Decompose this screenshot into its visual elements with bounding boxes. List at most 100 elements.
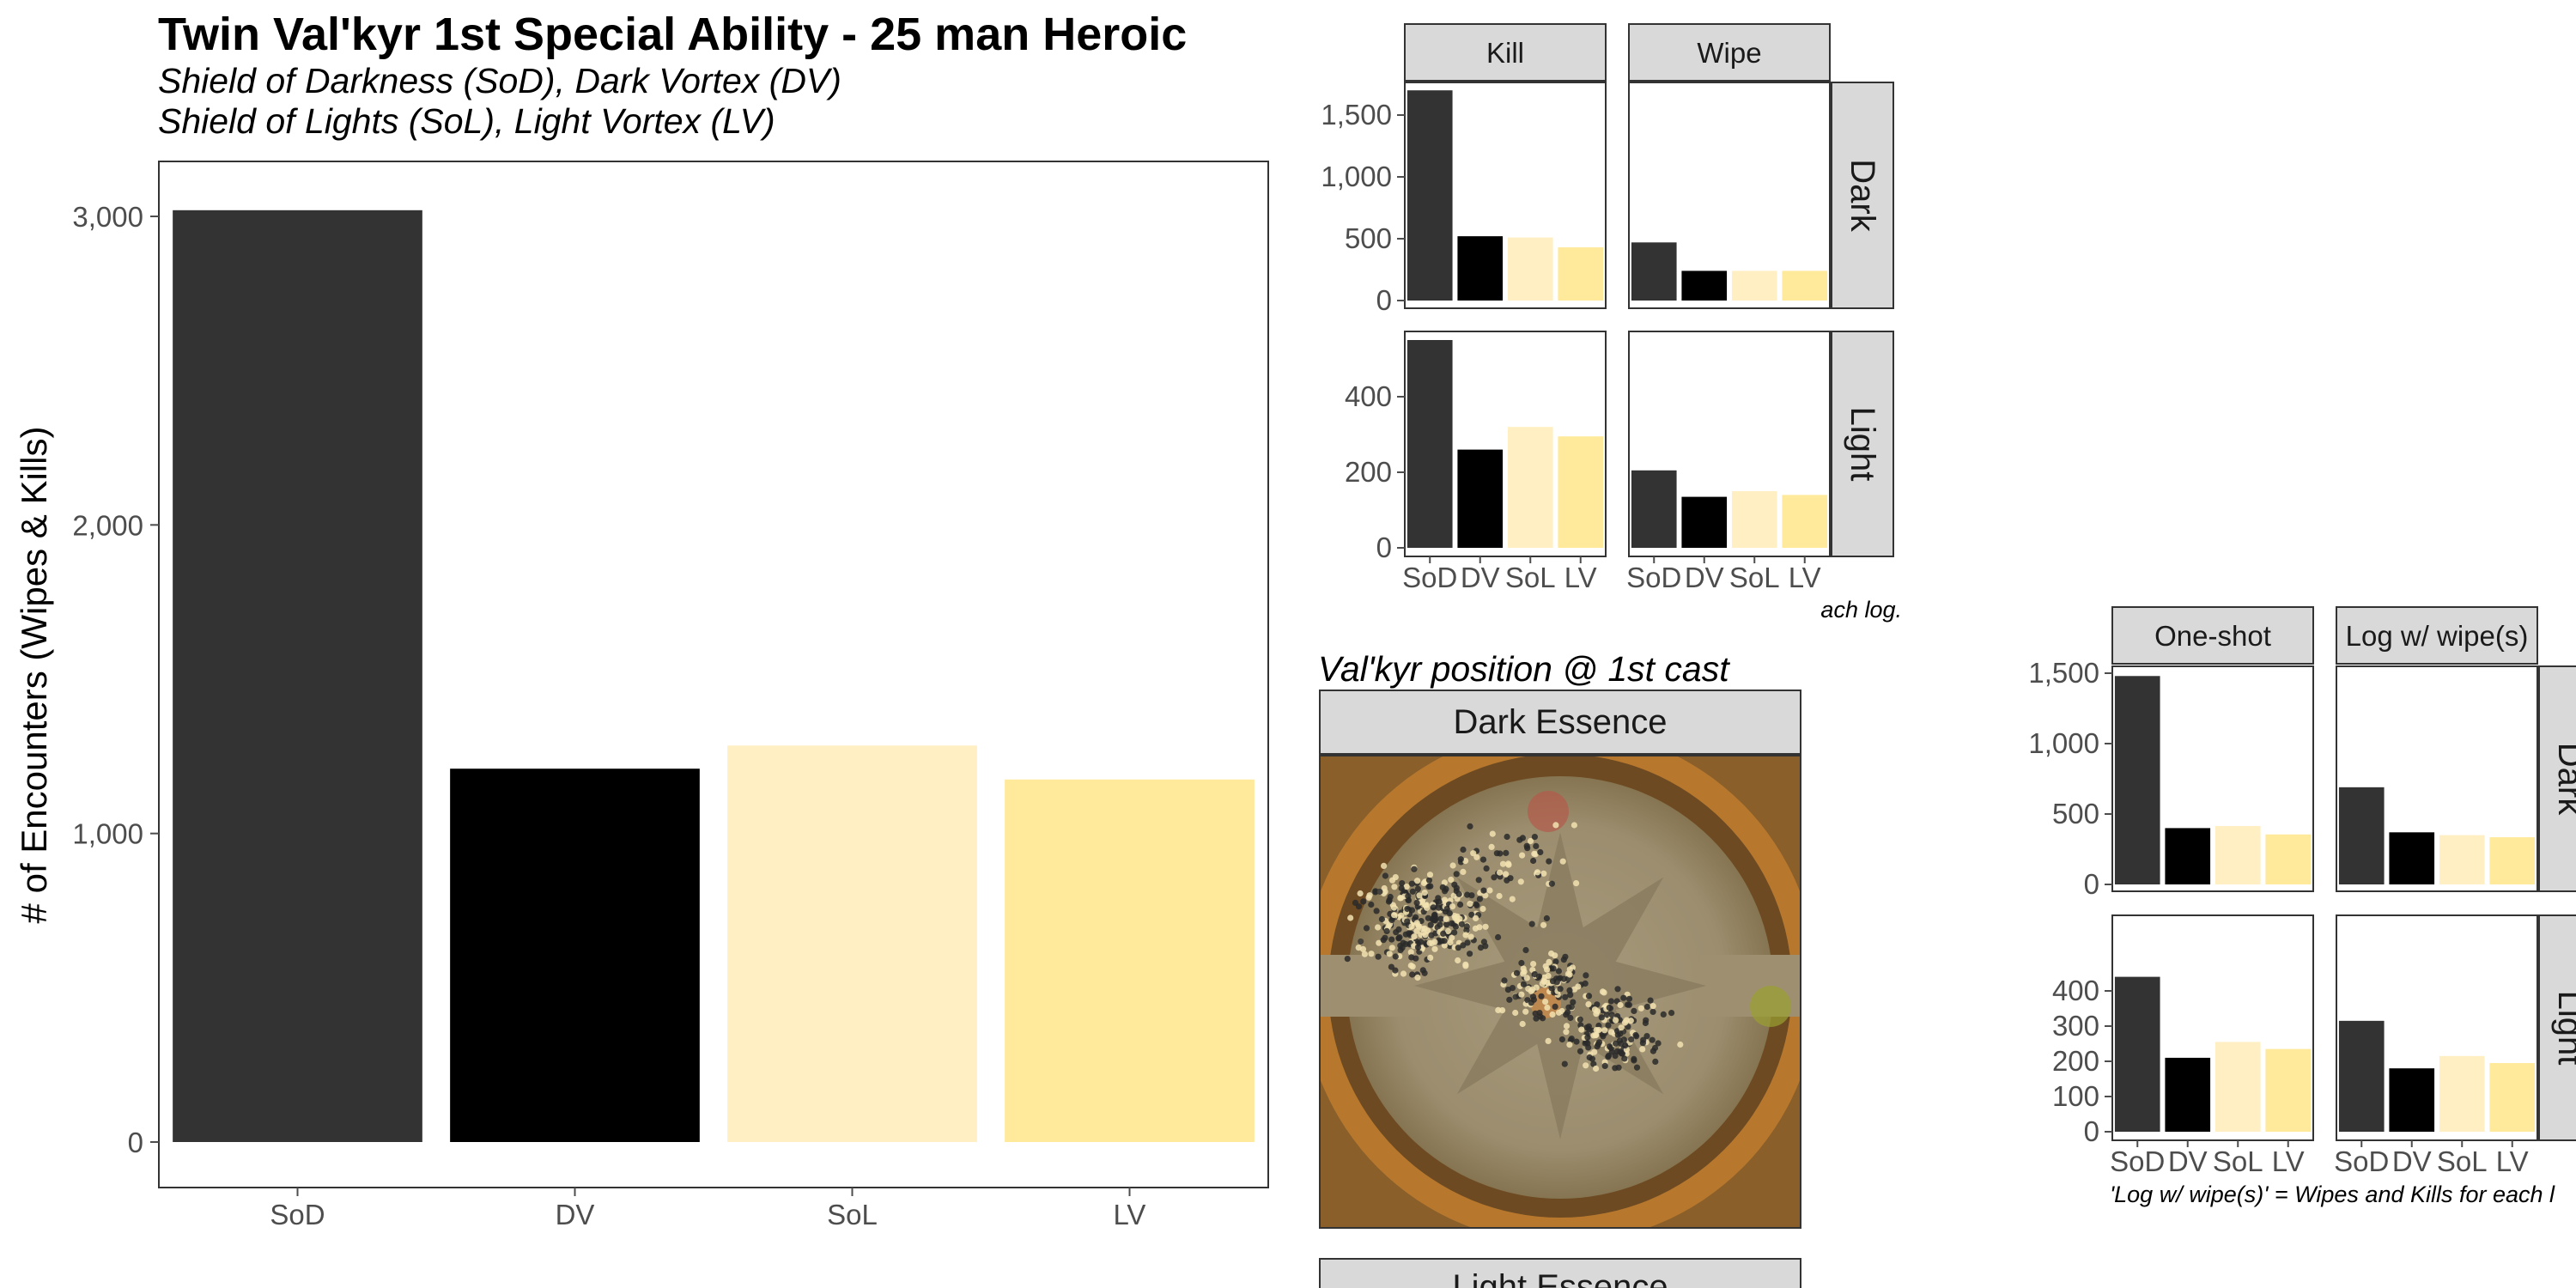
position-dot	[1607, 1043, 1613, 1050]
position-dot	[1531, 834, 1538, 841]
facet-x-tick-label: SoL	[2213, 1145, 2263, 1177]
position-dot	[1414, 878, 1421, 884]
position-dot	[1552, 822, 1559, 829]
position-dot	[1499, 860, 1507, 867]
position-dot	[1447, 939, 1454, 946]
position-dot	[1548, 880, 1555, 887]
facet-bar-SoL	[1731, 491, 1777, 548]
position-dot	[1363, 925, 1370, 932]
facet-bar-SoL	[2439, 1055, 2485, 1132]
position-dot	[1677, 1041, 1684, 1048]
position-dot	[1398, 884, 1405, 892]
position-dot	[1407, 962, 1414, 969]
position-dot	[1520, 970, 1527, 977]
position-dot	[1544, 1004, 1551, 1012]
facet-chart-oneshot-log: One-shot Log w/ wipe(s) Dark Light 0 500 1,000…	[2028, 606, 2576, 1177]
position-dot	[1483, 865, 1490, 872]
arena-map-image	[1320, 756, 1801, 1228]
x-tick-label: LV	[1114, 1199, 1146, 1230]
position-dot	[1441, 896, 1449, 903]
position-dot	[1475, 877, 1482, 884]
position-dot	[1503, 871, 1510, 878]
position-dot	[1426, 872, 1434, 878]
bar-LV	[1005, 779, 1255, 1142]
position-dot	[1642, 1019, 1649, 1027]
position-dot	[1503, 849, 1510, 857]
position-dot	[1517, 878, 1524, 885]
facet-x-tick-label: SoD	[2110, 1145, 2165, 1177]
position-dot	[1404, 918, 1411, 925]
position-dot	[1413, 920, 1420, 927]
position-dot	[1409, 971, 1416, 978]
position-dot	[1573, 880, 1580, 887]
position-dot	[1593, 1065, 1600, 1072]
position-dot	[1524, 845, 1531, 852]
x-tick-label: SoL	[827, 1199, 878, 1230]
position-dot	[1559, 858, 1566, 865]
facet-y-tick-label: 500	[2052, 798, 2099, 829]
facet-col-label: One-shot	[2154, 620, 2271, 652]
position-dot	[1617, 1001, 1624, 1009]
position-dot	[1414, 885, 1421, 892]
position-dot	[1344, 956, 1351, 963]
facet-y-tick-label: 1,500	[2028, 657, 2099, 689]
position-dot	[1427, 921, 1434, 928]
position-dot	[1537, 1013, 1544, 1020]
position-dot	[1470, 850, 1477, 857]
position-dot	[1414, 944, 1422, 951]
green-platform-marker	[1750, 986, 1791, 1027]
position-dot	[1583, 972, 1589, 979]
facet-bar-DV	[1457, 236, 1504, 301]
position-dot	[1504, 877, 1510, 884]
position-dot	[1422, 902, 1429, 908]
position-dot	[1552, 958, 1559, 965]
position-dot	[1491, 874, 1498, 881]
facet-bar-DV	[1681, 270, 1728, 301]
position-dot	[1373, 908, 1380, 914]
position-dot	[1563, 1029, 1570, 1036]
y-tick-label: 1,000	[72, 818, 143, 850]
facet-x-tick-label: DV	[1685, 562, 1724, 593]
position-dot	[1528, 920, 1535, 927]
position-dot	[1549, 1011, 1556, 1018]
facet-row-strip	[2538, 914, 2576, 1141]
position-dot	[1467, 951, 1473, 957]
position-dot	[1570, 999, 1577, 1005]
facet-x-tick-label: LV	[2496, 1145, 2529, 1177]
position-dot	[1431, 945, 1438, 952]
position-dot	[1583, 1024, 1590, 1031]
red-platform-marker	[1528, 791, 1569, 832]
position-dot	[1408, 954, 1415, 961]
position-dot	[1562, 993, 1569, 1000]
position-dot	[1643, 1003, 1650, 1011]
position-dot	[1464, 891, 1471, 898]
position-dot	[1457, 901, 1464, 908]
facet-x-tick-label: LV	[2272, 1145, 2305, 1177]
position-dot	[1436, 898, 1443, 905]
position-dot	[1463, 923, 1470, 930]
position-dot	[1557, 975, 1564, 981]
position-dot	[1615, 1064, 1622, 1071]
position-dot	[1590, 1060, 1597, 1067]
position-dot	[1571, 822, 1577, 829]
position-dot	[1467, 823, 1473, 830]
position-dot	[1566, 1042, 1573, 1048]
position-dot	[1404, 905, 1411, 913]
position-dot	[1620, 994, 1627, 1001]
facet-bar-LV	[2489, 837, 2536, 884]
bar-DV	[450, 769, 700, 1142]
position-dot	[1590, 1032, 1597, 1039]
position-dot	[1530, 857, 1537, 865]
position-dot	[1355, 903, 1363, 910]
position-dot	[1598, 1014, 1605, 1021]
position-dot	[1392, 953, 1399, 960]
position-dot	[1613, 1040, 1619, 1047]
facet-row-label: Light	[2551, 991, 2576, 1066]
y-tick-label: 0	[128, 1127, 143, 1158]
position-dot	[1625, 995, 1633, 1002]
x-tick-label: DV	[556, 1199, 595, 1230]
position-dot	[1649, 1036, 1656, 1043]
position-dot	[1637, 1005, 1644, 1012]
position-dot	[1376, 939, 1382, 946]
position-dot	[1545, 1037, 1552, 1044]
